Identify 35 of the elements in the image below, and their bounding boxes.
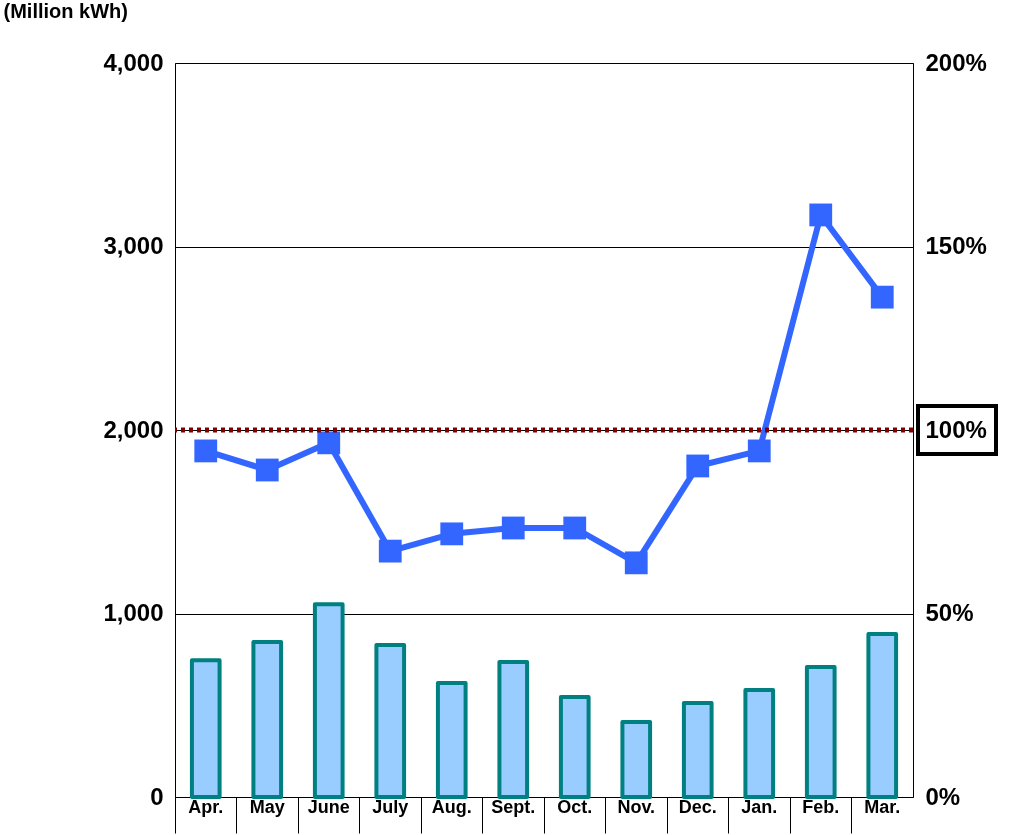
y-axis-title: (Million kWh) <box>3 0 128 22</box>
y-tick-label: 2,000 <box>103 415 164 443</box>
y-tick-label: 0 <box>150 782 164 810</box>
point <box>624 551 648 575</box>
y-tick-label: 4,000 <box>103 48 164 76</box>
point <box>563 516 587 540</box>
y-tick-label: 1,000 <box>103 599 164 626</box>
point <box>501 516 525 540</box>
point <box>378 539 402 563</box>
x-tick-label: Feb. <box>802 796 840 817</box>
point <box>255 458 279 482</box>
x-tick-label: Aug. <box>431 796 472 817</box>
y2-tick-label: 150% <box>925 232 987 259</box>
x-tick-label: Apr. <box>188 796 224 817</box>
point <box>747 439 771 463</box>
y-tick-label: 3,000 <box>103 232 164 259</box>
y2-tick-label: 100% <box>925 415 987 443</box>
x-tick-label: July <box>372 796 409 817</box>
x-tick-label: Sept. <box>491 796 536 817</box>
x-tick-label: Jan. <box>741 796 778 817</box>
point <box>317 431 341 455</box>
point <box>870 285 894 309</box>
x-tick-label: May <box>249 796 285 817</box>
point <box>194 439 218 463</box>
y2-tick-label: 200% <box>925 48 987 76</box>
point <box>809 203 833 227</box>
x-tick-label: Mar. <box>864 796 901 817</box>
x-tick-label: Oct. <box>557 796 593 817</box>
y2-tick-label: 50% <box>925 599 974 626</box>
y2-tick-label: 0% <box>925 782 961 810</box>
x-tick-label: Dec. <box>678 796 717 817</box>
x-tick-label: Nov. <box>617 796 656 817</box>
point <box>686 454 710 478</box>
point <box>440 522 464 546</box>
x-tick-label: June <box>307 796 350 817</box>
